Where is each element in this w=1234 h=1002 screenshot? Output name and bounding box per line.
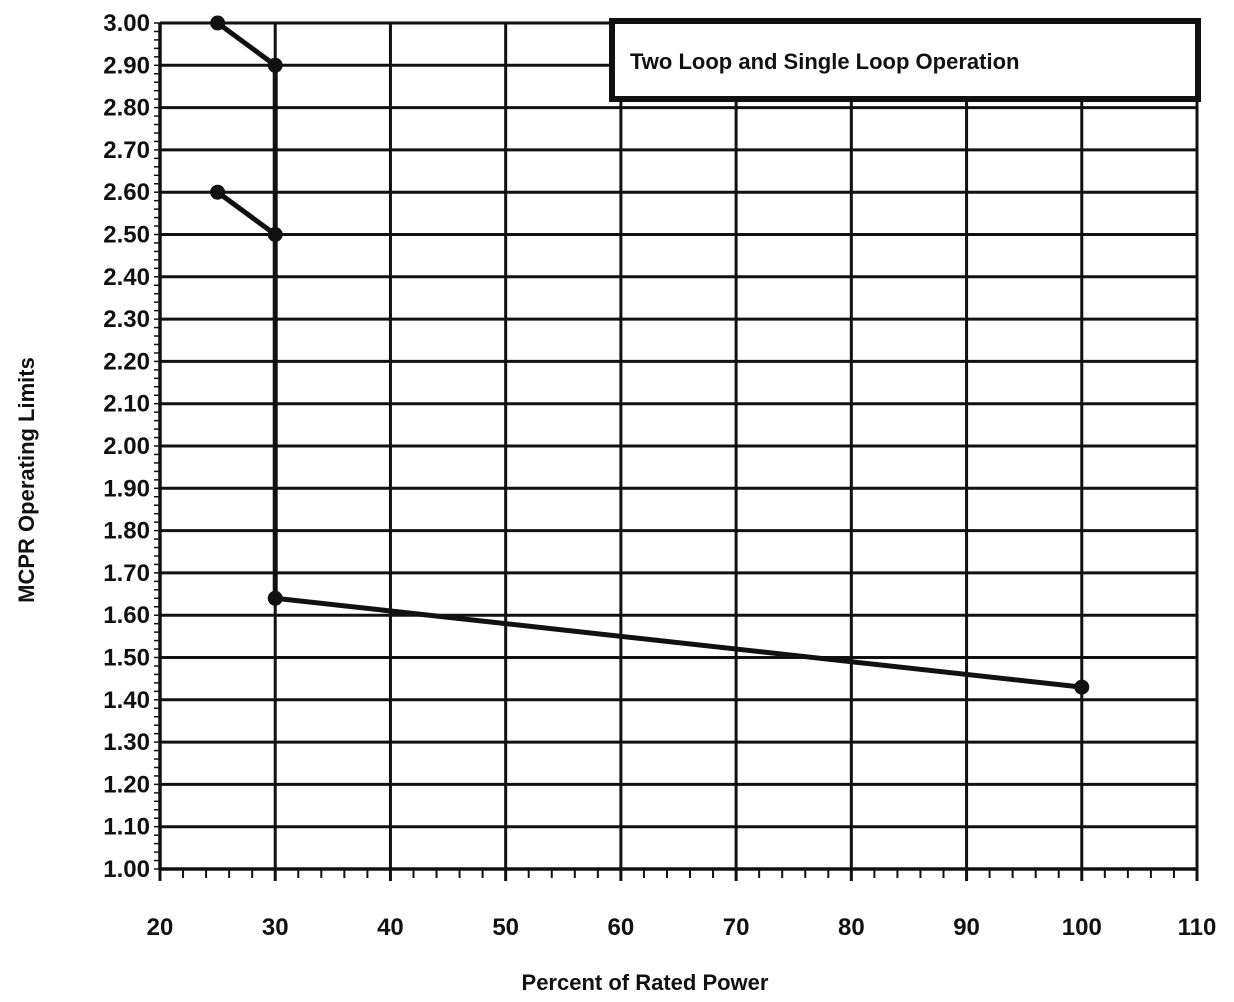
- x-tick-label: 90: [953, 914, 980, 941]
- y-tick-label: 1.00: [103, 856, 150, 883]
- grid-layer: [158, 21, 1199, 881]
- x-tick-label: 50: [492, 914, 519, 941]
- x-tick-label: 30: [262, 914, 289, 941]
- y-tick-label: 1.40: [103, 687, 150, 714]
- x-tick-label: 60: [608, 914, 635, 941]
- y-tick-label: 2.90: [103, 52, 150, 79]
- y-axis-title: MCPR Operating Limits: [14, 357, 39, 603]
- series-line-2: [216, 190, 277, 237]
- x-tick-label: 40: [377, 914, 404, 941]
- y-tick-label: 2.40: [103, 264, 150, 291]
- data-point: [210, 184, 226, 200]
- legend-box: Two Loop and Single Loop Operation: [609, 18, 1201, 102]
- y-tick-label: 1.20: [103, 771, 150, 798]
- series-line-1: [216, 20, 1083, 690]
- y-tick-label: 1.70: [103, 560, 150, 587]
- data-point: [267, 57, 283, 73]
- x-axis-title: Percent of Rated Power: [522, 970, 769, 995]
- y-tick-label: 2.60: [103, 179, 150, 206]
- series-layer: [210, 15, 1090, 695]
- data-point: [267, 590, 283, 606]
- x-tick-label: 100: [1062, 914, 1102, 941]
- x-tick-label: 20: [147, 914, 174, 941]
- data-point: [1074, 679, 1090, 695]
- y-tick-label: 1.90: [103, 475, 150, 502]
- y-tick-label: 1.10: [103, 814, 150, 841]
- y-tick-label: 2.50: [103, 222, 150, 249]
- legend-box-text: Two Loop and Single Loop Operation: [630, 49, 1019, 74]
- y-tick-label: 3.00: [103, 10, 150, 37]
- x-tick-label: 80: [838, 914, 865, 941]
- y-tick-label: 2.80: [103, 95, 150, 122]
- y-tick-label: 1.50: [103, 645, 150, 672]
- y-tick-label: 1.30: [103, 729, 150, 756]
- y-tick-label: 2.10: [103, 391, 150, 418]
- x-tick-label: 110: [1178, 914, 1217, 941]
- y-tick-label: 1.80: [103, 518, 150, 545]
- y-tick-label: 2.30: [103, 306, 150, 333]
- y-tick-label: 2.70: [103, 137, 150, 164]
- y-tick-label: 1.60: [103, 602, 150, 629]
- y-tick-label: 2.00: [103, 433, 150, 460]
- tick-labels: 1.00 1.10 1.20 1.30 1.40 1.50 1.60 1.70 1.80 1.90…: [103, 10, 1216, 941]
- data-point: [210, 15, 226, 31]
- y-tick-label: 2.20: [103, 348, 150, 375]
- data-point: [267, 227, 283, 242]
- legend-box-frame: [609, 18, 1201, 102]
- x-tick-label: 70: [723, 914, 750, 941]
